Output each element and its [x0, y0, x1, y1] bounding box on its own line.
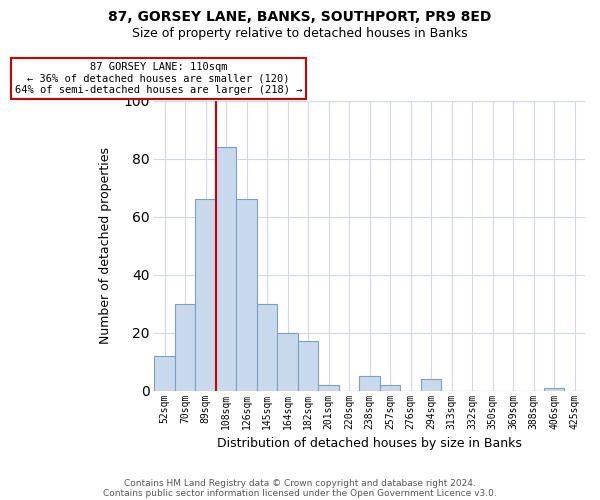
- Y-axis label: Number of detached properties: Number of detached properties: [99, 148, 112, 344]
- Bar: [196, 200, 216, 390]
- Bar: [175, 304, 196, 390]
- Bar: [154, 356, 175, 390]
- Bar: [216, 148, 236, 390]
- Text: 87 GORSEY LANE: 110sqm
← 36% of detached houses are smaller (120)
64% of semi-de: 87 GORSEY LANE: 110sqm ← 36% of detached…: [14, 62, 302, 95]
- Bar: [359, 376, 380, 390]
- Bar: [544, 388, 565, 390]
- Bar: [380, 385, 400, 390]
- Bar: [319, 385, 339, 390]
- Bar: [298, 342, 319, 390]
- Text: 87, GORSEY LANE, BANKS, SOUTHPORT, PR9 8ED: 87, GORSEY LANE, BANKS, SOUTHPORT, PR9 8…: [109, 10, 491, 24]
- Text: Size of property relative to detached houses in Banks: Size of property relative to detached ho…: [132, 28, 468, 40]
- Bar: [421, 379, 442, 390]
- X-axis label: Distribution of detached houses by size in Banks: Distribution of detached houses by size …: [217, 437, 522, 450]
- Text: Contains public sector information licensed under the Open Government Licence v3: Contains public sector information licen…: [103, 488, 497, 498]
- Bar: [257, 304, 277, 390]
- Bar: [277, 332, 298, 390]
- Bar: [236, 200, 257, 390]
- Text: Contains HM Land Registry data © Crown copyright and database right 2024.: Contains HM Land Registry data © Crown c…: [124, 478, 476, 488]
